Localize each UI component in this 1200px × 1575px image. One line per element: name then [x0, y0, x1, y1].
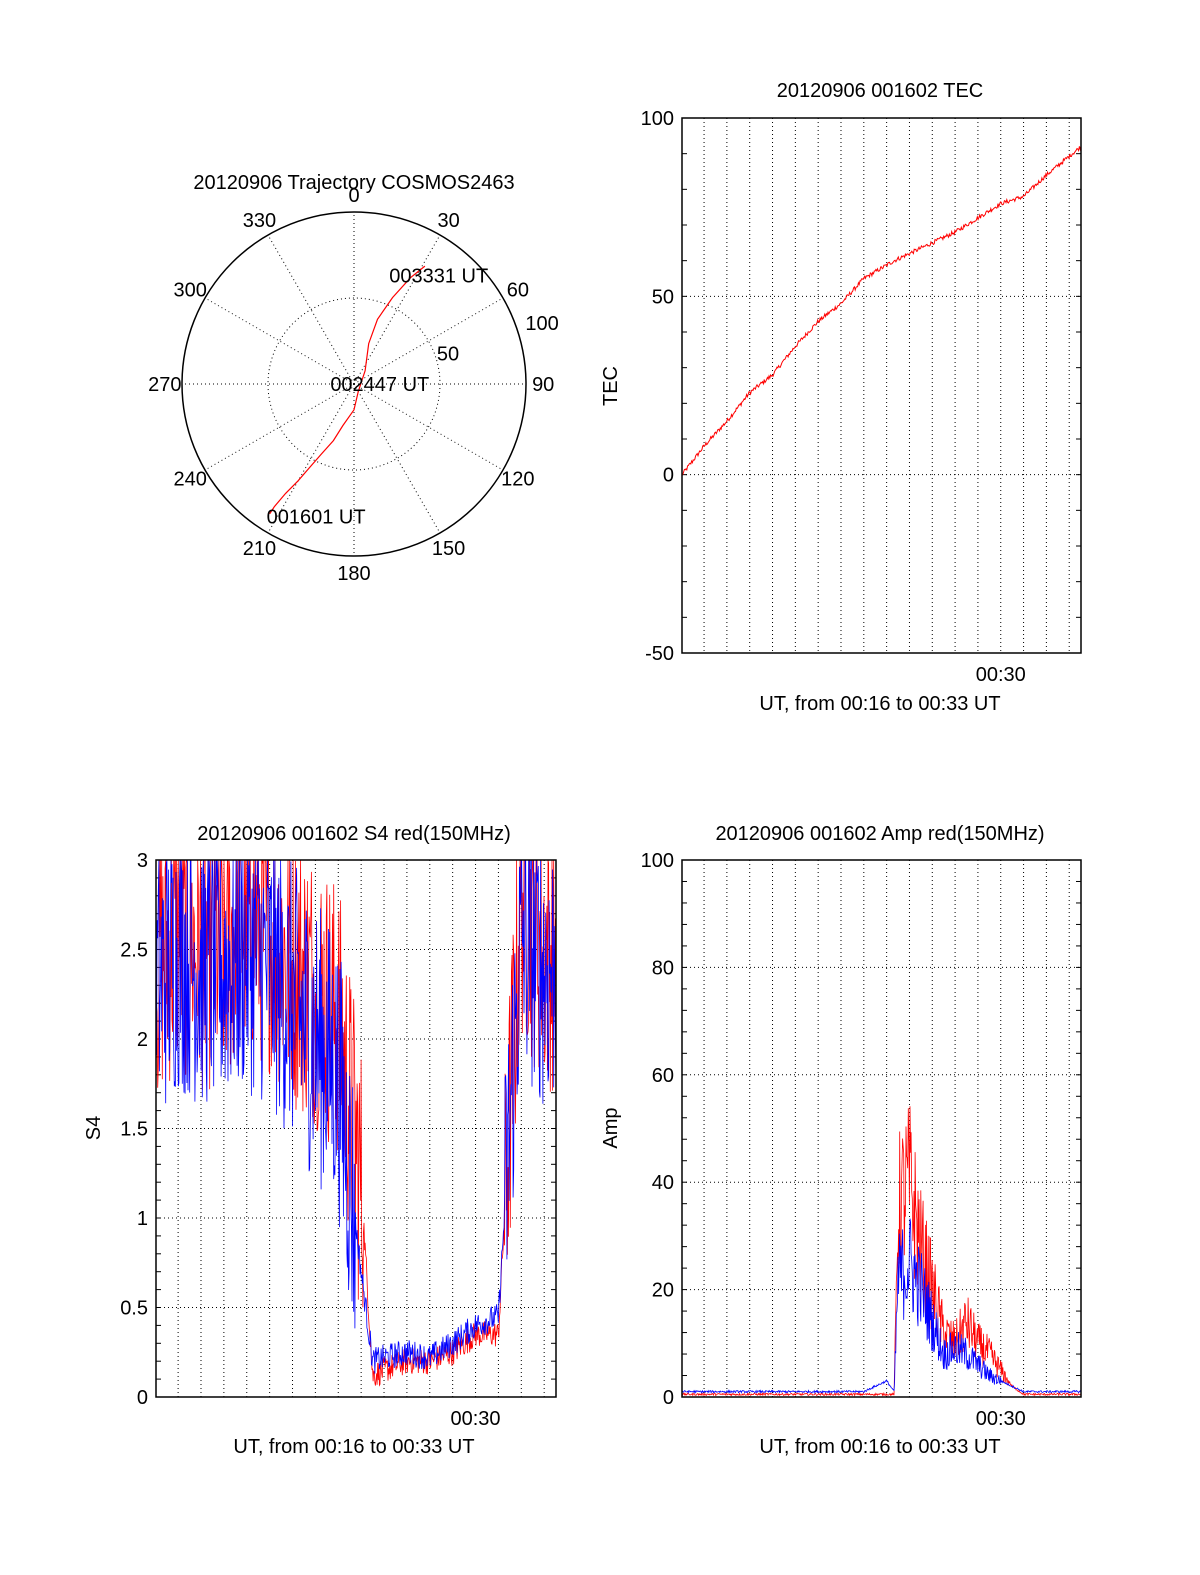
y-tick-label: 2.5	[120, 940, 148, 962]
azimuth-label: 240	[173, 469, 206, 491]
polar-spoke	[267, 234, 355, 385]
polar-spoke	[267, 383, 355, 534]
series-group	[682, 1106, 1081, 1397]
trajectory-panel: 20120906 Trajectory COSMOS2463 0 30 60 90 12…	[148, 172, 559, 585]
series-line-blue	[156, 860, 556, 1374]
amp-title: 20120906 001602 Amp red(150MHz)	[715, 823, 1044, 845]
s4-panel: 20120906 001602 S4 red(150MHz) 0 0.5 1 1.5 2…	[83, 823, 557, 1458]
azimuth-label: 60	[507, 279, 529, 301]
x-tick-label: 00:30	[976, 664, 1026, 686]
radial-label: 100	[525, 313, 558, 335]
tec-panel: 20120906 001602 TEC -50 0 50 100 00:30 UT, f…	[600, 80, 1082, 715]
y-tick-label: 2	[137, 1029, 148, 1051]
trajectory-time-label: 002447 UT	[330, 374, 429, 396]
y-tick-label: -50	[645, 643, 674, 665]
azimuth-label: 150	[432, 538, 465, 560]
azimuth-label: 300	[173, 279, 206, 301]
radial-label: 50	[437, 343, 459, 365]
polar-outer-ring	[181, 211, 527, 557]
y-tick-label: 50	[652, 286, 674, 308]
y-tick-label: 20	[652, 1280, 674, 1302]
plot-frame	[681, 117, 1082, 654]
amp-xlabel: UT, from 00:16 to 00:33 UT	[759, 1436, 1000, 1458]
series-line-red	[156, 860, 556, 1387]
polar-spoke	[204, 297, 355, 385]
trajectory-time-label: 001601 UT	[267, 506, 366, 528]
series-line-red	[682, 1106, 1081, 1397]
amp-ylabel: Amp	[600, 1107, 622, 1148]
plot-frame	[155, 859, 557, 1398]
y-tick-label: 40	[652, 1172, 674, 1194]
tec-xlabel: UT, from 00:16 to 00:33 UT	[759, 693, 1000, 715]
trajectory-title: 20120906 Trajectory COSMOS2463	[193, 172, 514, 194]
polar-spoke	[353, 297, 504, 385]
azimuth-label: 270	[148, 374, 181, 396]
s4-title: 20120906 001602 S4 red(150MHz)	[197, 823, 511, 845]
y-tick-label: 100	[641, 850, 674, 872]
azimuth-label: 90	[532, 374, 554, 396]
y-tick-label: 0	[663, 1387, 674, 1409]
series-line-blue	[682, 1218, 1081, 1394]
trajectory-time-label: 003331 UT	[389, 266, 488, 288]
trajectory-line	[269, 265, 426, 515]
amp-panel: 20120906 001602 Amp red(150MHz) 0 20 40 60 8…	[600, 823, 1082, 1458]
y-tick-label: 60	[652, 1065, 674, 1087]
y-tick-label: 3	[137, 850, 148, 872]
polar-spoke	[353, 234, 441, 385]
y-tick-label: 0.5	[120, 1298, 148, 1320]
polar-plot: 0 30 60 90 120 150 180 210 240 270 300 330 50 100 0016…	[148, 185, 559, 585]
azimuth-label: 180	[337, 563, 370, 585]
tec-title: 20120906 001602 TEC	[777, 80, 983, 102]
azimuth-label: 120	[501, 469, 534, 491]
y-tick-label: 1.5	[120, 1119, 148, 1141]
series-group	[156, 860, 556, 1387]
x-tick-label: 00:30	[451, 1408, 501, 1430]
azimuth-label: 210	[243, 538, 276, 560]
tec-ylabel: TEC	[600, 366, 622, 406]
x-tick-label: 00:30	[976, 1408, 1026, 1430]
azimuth-label: 0	[348, 185, 359, 207]
y-tick-label: 80	[652, 957, 674, 979]
tec-plot: -50 0 50 100 00:30	[641, 108, 1082, 686]
series-group	[682, 145, 1081, 476]
azimuth-label: 330	[243, 210, 276, 232]
series-line-red	[682, 145, 1081, 476]
azimuth-label: 30	[437, 210, 459, 232]
polar-ring-50	[267, 297, 441, 471]
y-tick-label: 0	[137, 1387, 148, 1409]
y-tick-label: 1	[137, 1208, 148, 1230]
plot-frame	[681, 859, 1082, 1398]
polar-spoke	[353, 383, 504, 471]
amp-plot: 0 20 40 60 80 100 00:30	[641, 850, 1082, 1430]
s4-plot: 0 0.5 1 1.5 2 2.5 3 00:30	[120, 850, 557, 1430]
s4-ylabel: S4	[83, 1116, 105, 1140]
polar-spoke	[204, 383, 355, 471]
s4-xlabel: UT, from 00:16 to 00:33 UT	[233, 1436, 474, 1458]
y-tick-label: 0	[663, 465, 674, 487]
polar-spoke	[353, 383, 441, 534]
y-tick-label: 100	[641, 108, 674, 130]
